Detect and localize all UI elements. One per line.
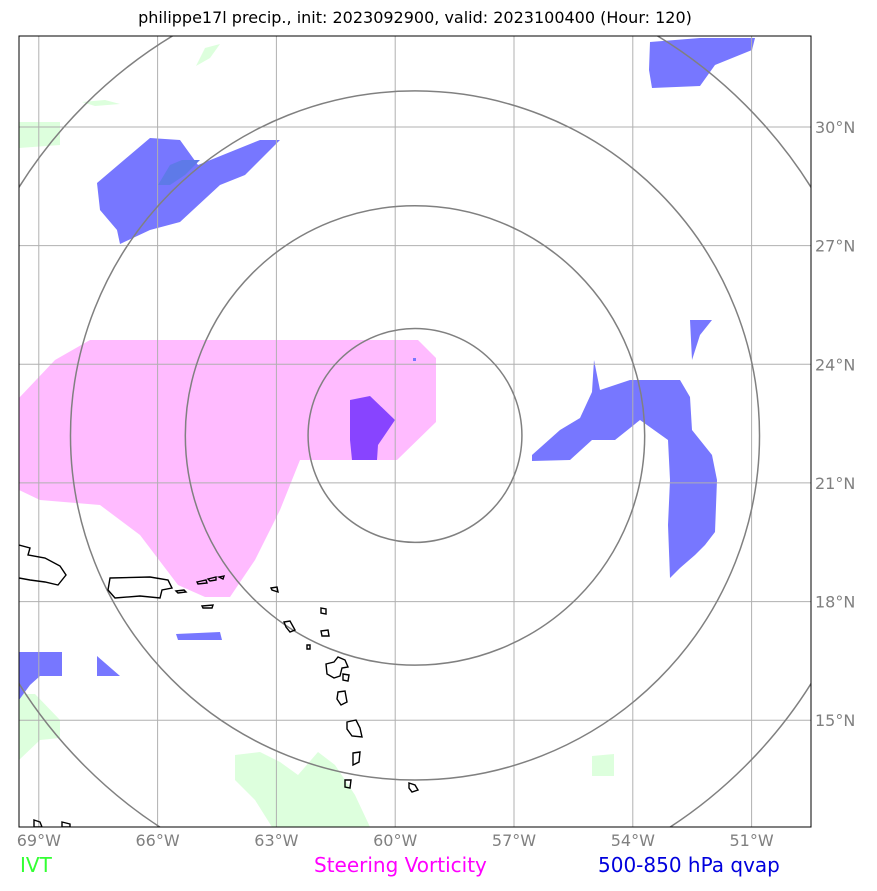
qvap-fields xyxy=(19,38,755,700)
longitude-tick-label: 60°W xyxy=(373,831,417,850)
coastline-island xyxy=(283,620,296,633)
ivt-area xyxy=(235,752,370,827)
qvap-area xyxy=(97,656,120,676)
range-ring xyxy=(69,90,761,781)
coastline-st-vincent xyxy=(344,779,352,789)
latitude-tick-label: 15°N xyxy=(815,711,855,730)
coastline-island xyxy=(174,589,188,594)
map-frame xyxy=(18,35,812,828)
ivt-area xyxy=(592,754,614,776)
coastline-grenadines xyxy=(33,819,43,827)
coastline-st-lucia xyxy=(352,751,361,767)
qvap-area xyxy=(176,632,222,640)
longitude-tick-label: 51°W xyxy=(730,831,774,850)
coastline-grenadines xyxy=(61,821,71,827)
vorticity-area xyxy=(19,340,436,597)
longitude-tick-label: 69°W xyxy=(17,831,61,850)
qvap-area xyxy=(97,138,280,244)
longitude-tick-label: 66°W xyxy=(136,831,180,850)
graticule xyxy=(19,36,811,827)
qvap-area xyxy=(413,358,416,361)
coastline-island xyxy=(306,644,311,650)
qvap-area xyxy=(649,38,755,88)
latitude-tick-label: 27°N xyxy=(815,237,855,256)
qvap-area xyxy=(690,320,712,360)
coastline-guadeloupe xyxy=(325,656,349,679)
legend-qvap: 500-850 hPa qvap xyxy=(598,853,780,877)
longitude-tick-label: 63°W xyxy=(254,831,298,850)
coastline-island xyxy=(195,579,208,585)
coastline-island xyxy=(200,604,215,609)
coastline-island xyxy=(342,673,350,682)
legend-vorticity: Steering Vorticity xyxy=(314,853,487,877)
ivt-area xyxy=(19,694,60,760)
coastline-island xyxy=(320,629,330,637)
latitude-tick-label: 30°N xyxy=(815,118,855,137)
coastline-martinique xyxy=(346,719,363,738)
latitude-tick-label: 21°N xyxy=(815,474,855,493)
coastline-island xyxy=(320,607,327,615)
qvap-dark-area xyxy=(158,160,200,185)
legend-ivt: IVT xyxy=(20,853,52,877)
ivt-area xyxy=(82,100,120,106)
qvap-area xyxy=(19,652,62,700)
range-ring xyxy=(307,327,523,544)
coastline-island xyxy=(216,575,226,580)
vorticity-fields xyxy=(19,340,436,597)
ivt-area xyxy=(19,122,60,148)
coastline-hispaniola xyxy=(19,544,67,586)
qvap-area xyxy=(532,360,717,578)
longitude-tick-label: 54°W xyxy=(611,831,655,850)
coastline-island xyxy=(269,586,279,594)
ivt-area xyxy=(196,44,220,66)
coastline-dominica xyxy=(336,690,348,706)
coastline-island xyxy=(206,576,217,582)
longitude-tick-label: 57°W xyxy=(492,831,536,850)
latitude-tick-label: 24°N xyxy=(815,355,855,374)
latitude-tick-label: 18°N xyxy=(815,593,855,612)
vorticity-core xyxy=(350,396,395,460)
map-title: philippe17l precip., init: 2023092900, v… xyxy=(138,8,692,27)
longitude-labels: 69°W 66°W 63°W 60°W 57°W 54°W 51°W xyxy=(17,831,774,850)
coastlines xyxy=(19,544,420,827)
latitude-labels: 30°N 27°N 24°N 21°N 18°N 15°N xyxy=(815,118,855,730)
coastline-puerto-rico xyxy=(107,576,174,599)
coastline-barbados xyxy=(408,782,420,793)
range-ring xyxy=(184,205,646,666)
